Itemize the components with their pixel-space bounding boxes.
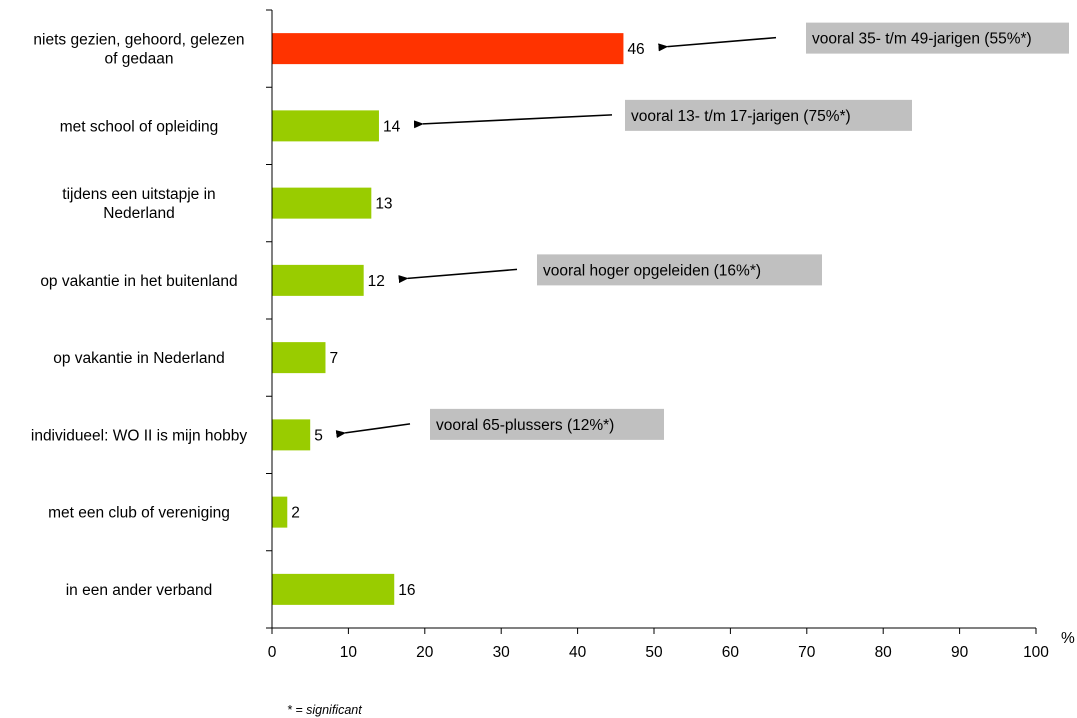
callout-arrow: [398, 268, 518, 284]
bar: [272, 110, 379, 142]
bars: [272, 33, 624, 605]
x-tick-label: 10: [340, 644, 358, 661]
bar: [272, 187, 372, 219]
x-unit-label: %: [1061, 630, 1075, 647]
callout: vooral 65-plussers (12%*): [335, 408, 664, 440]
category-label: met school of opleiding: [60, 118, 219, 135]
x-tick-label: 30: [493, 644, 511, 661]
x-tick-label: 100: [1023, 644, 1049, 661]
value-label: 2: [291, 505, 300, 522]
category-label: op vakantie in Nederland: [53, 350, 224, 367]
value-label: 14: [383, 118, 401, 135]
x-tick-label: 0: [268, 644, 277, 661]
value-label: 5: [314, 427, 323, 444]
callout: vooral hoger opgeleiden (16%*): [398, 254, 822, 286]
callouts: vooral 35- t/m 49-jarigen (55%*) vooral 1…: [335, 22, 1069, 440]
category-labels: niets gezien, gehoord, gelezen of gedaan m…: [31, 32, 247, 599]
callout: vooral 35- t/m 49-jarigen (55%*): [658, 22, 1069, 54]
value-label: 16: [398, 582, 415, 599]
value-label: 13: [375, 196, 392, 213]
value-label: 46: [627, 41, 644, 58]
x-tick-labels: 0 10 20 30 40 50 60 70 80 90 100: [268, 644, 1050, 661]
category-label: op vakantie in het buitenland: [40, 273, 237, 290]
callout-text: vooral 35- t/m 49-jarigen (55%*): [812, 31, 1032, 48]
category-label: met een club of vereniging: [48, 505, 230, 522]
category-label: tijdens een uitstapje in Nederland: [62, 186, 215, 222]
footnote: * = significant: [287, 703, 362, 717]
callout: vooral 13- t/m 17-jarigen (75%*): [413, 99, 912, 131]
bar: [272, 496, 288, 528]
x-tick-label: 90: [951, 644, 969, 661]
bar: [272, 342, 326, 374]
bar: [272, 264, 364, 296]
category-label: in een ander verband: [66, 582, 213, 599]
callout-arrow: [658, 36, 777, 52]
bar: [272, 573, 395, 605]
callout-arrow: [335, 423, 411, 439]
value-labels: 46 14 13 12 7 5 2 16: [291, 41, 644, 599]
category-label: individueel: WO II is mijn hobby: [31, 427, 247, 444]
axes: [266, 9, 1037, 634]
x-tick-label: 40: [569, 644, 587, 661]
x-tick-label: 60: [722, 644, 740, 661]
x-tick-label: 20: [416, 644, 434, 661]
callout-box: [537, 254, 822, 286]
bar: [272, 419, 311, 451]
bar: [272, 33, 624, 65]
callout-arrow: [413, 114, 613, 129]
value-label: 7: [329, 350, 338, 367]
callout-box: [806, 22, 1069, 54]
value-label: 12: [368, 273, 385, 290]
callout-text: vooral 13- t/m 17-jarigen (75%*): [631, 108, 851, 125]
callout-box: [430, 408, 664, 440]
x-tick-label: 80: [875, 644, 893, 661]
callout-box: [625, 99, 912, 131]
x-tick-label: 50: [645, 644, 663, 661]
callout-text: vooral 65-plussers (12%*): [436, 417, 614, 434]
category-label: niets gezien, gehoord, gelezen of gedaan: [33, 32, 244, 68]
x-tick-label: 70: [798, 644, 816, 661]
callout-text: vooral hoger opgeleiden (16%*): [543, 262, 761, 279]
